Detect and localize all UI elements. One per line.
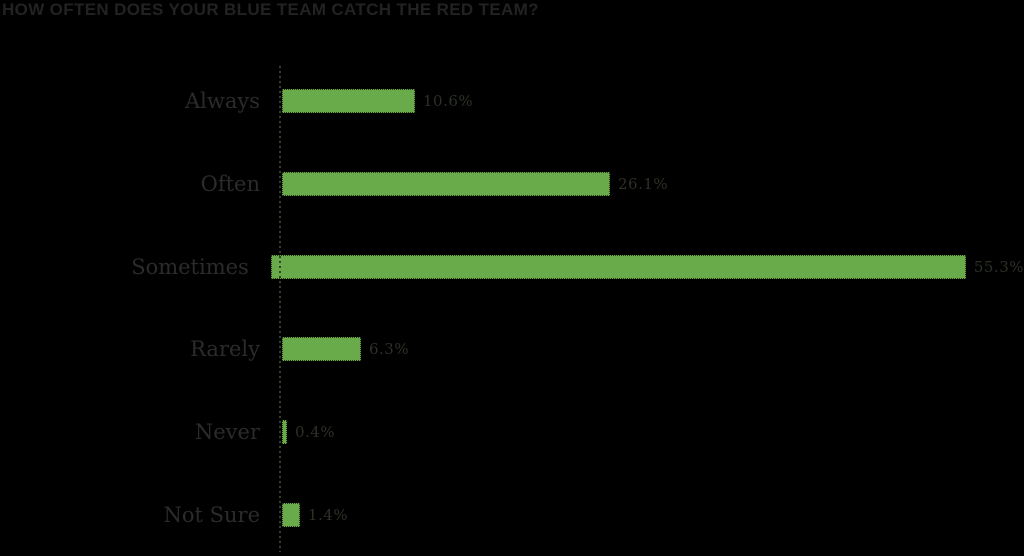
value-label-never: 0.4% — [295, 423, 336, 442]
bar-always — [282, 89, 415, 114]
bar-row-always: Always 10.6% — [0, 60, 1024, 143]
bar-never — [282, 420, 287, 445]
category-label-never: Never — [194, 420, 260, 445]
value-label-rarely: 6.3% — [369, 340, 410, 359]
category-label-always: Always — [184, 89, 260, 114]
bar-row-never: Never 0.4% — [0, 391, 1024, 474]
bar-chart: Always 10.6% Often 26.1% Sometimes 55.3%… — [0, 60, 1024, 556]
bar-row-not-sure: Not Sure 1.4% — [0, 473, 1024, 556]
bar-row-often: Often 26.1% — [0, 143, 1024, 226]
category-label-sometimes: Sometimes — [131, 254, 249, 279]
value-label-sometimes: 55.3% — [973, 257, 1024, 276]
bar-rarely — [282, 337, 361, 362]
value-label-not-sure: 1.4% — [308, 505, 349, 524]
y-axis-dotted-line — [279, 66, 281, 552]
bar-sometimes — [270, 254, 966, 279]
category-label-not-sure: Not Sure — [163, 502, 260, 527]
value-label-always: 10.6% — [423, 92, 474, 111]
bar-not-sure — [282, 502, 300, 527]
bar-often — [282, 172, 610, 196]
value-label-often: 26.1% — [618, 175, 669, 193]
category-label-rarely: Rarely — [190, 337, 260, 362]
chart-title: HOW OFTEN DOES YOUR BLUE TEAM CATCH THE … — [2, 0, 539, 19]
category-label-often: Often — [200, 172, 260, 196]
bar-row-rarely: Rarely 6.3% — [0, 308, 1024, 391]
bar-row-sometimes: Sometimes 55.3% — [0, 225, 1024, 308]
